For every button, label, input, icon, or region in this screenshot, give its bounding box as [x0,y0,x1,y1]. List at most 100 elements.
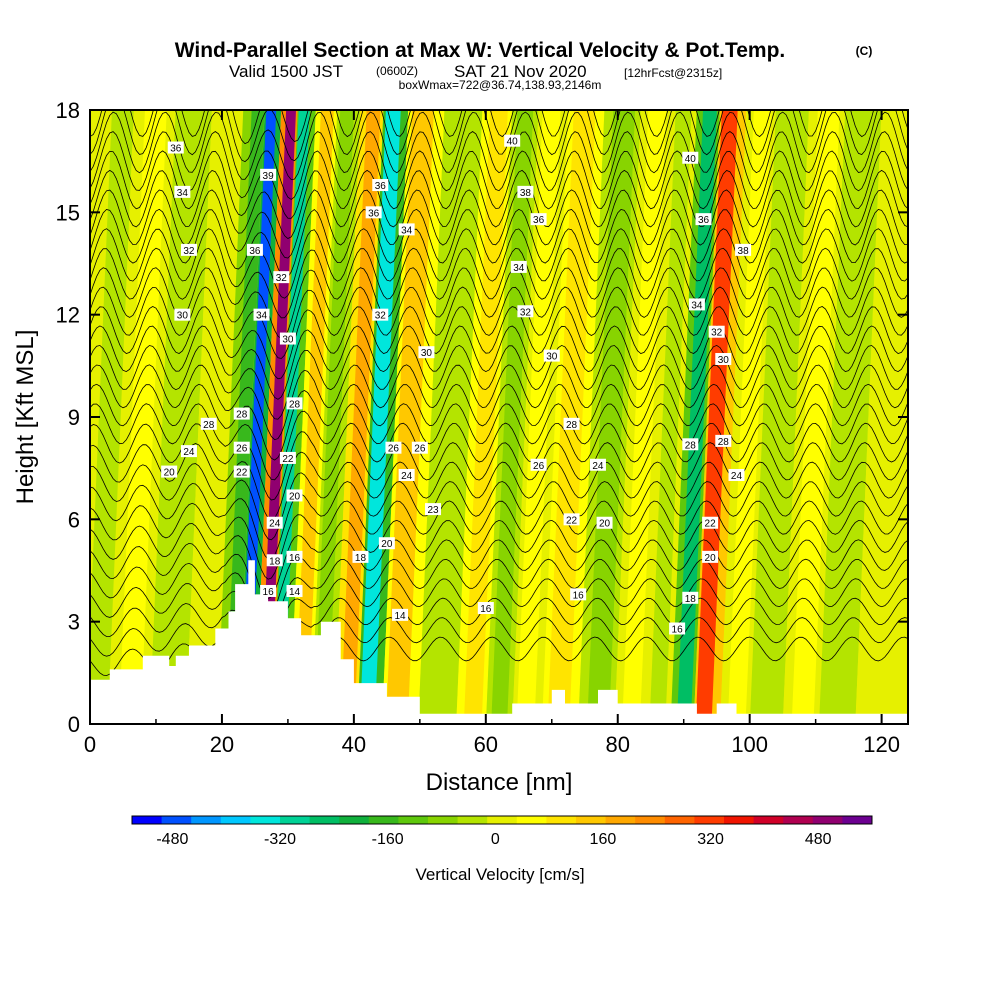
theta-contour [90,306,908,380]
theta-contour [90,364,908,441]
contour-label: 26 [530,458,547,472]
contour-label: 16 [260,584,277,598]
theta-contour [90,169,908,239]
contour-label: 38 [517,185,534,199]
svg-text:34: 34 [691,300,703,311]
contour-label: 39 [260,168,277,182]
svg-text:32: 32 [276,273,288,284]
svg-text:38: 38 [520,188,532,199]
colorbar-swatch [132,816,163,824]
contour-labels: 36 34 32 30 28 24 20 22 26 28 36 34 39 32 30 28 22 20 24 18… [161,134,752,635]
contour-label: 36 [167,141,184,155]
colorbar-swatch [516,816,547,824]
svg-text:28: 28 [718,437,730,448]
svg-text:16: 16 [480,604,492,615]
svg-text:24: 24 [592,461,604,472]
svg-text:16: 16 [573,590,585,601]
svg-text:36: 36 [249,246,261,257]
velocity-band-core [863,110,908,724]
y-tick-label: 18 [56,98,80,123]
theta-contour [90,267,908,339]
velocity-band-core [118,110,167,724]
contour-label: 32 [180,243,197,257]
velocity-band-core [385,110,434,724]
svg-text:20: 20 [705,553,717,564]
colorbar-swatch [753,816,784,824]
contour-label: 38 [735,243,752,257]
svg-text:34: 34 [256,311,268,322]
svg-text:16: 16 [672,624,684,635]
svg-text:20: 20 [599,519,611,530]
theta-contour [90,208,908,279]
contour-label: 24 [398,468,415,482]
contour-label: 36 [530,213,547,226]
contour-label: 36 [365,206,382,219]
velocity-band-core [791,110,840,724]
x-tick-label: 0 [84,732,96,757]
theta-contour [90,558,908,638]
terrain-profile [90,560,908,724]
contour-label: 30 [715,353,732,366]
velocity-band-core [695,110,738,724]
contour-label: 28 [233,407,250,421]
contour-label: 20 [596,516,613,530]
svg-text:22: 22 [705,519,717,530]
contour-label: 30 [418,346,435,359]
colorbar-swatch [220,816,251,824]
theta-contour [90,286,908,359]
theta-contour [90,539,908,619]
colorbar [131,815,873,825]
y-tick-label: 0 [68,712,80,737]
colorbar-tick-label: -160 [372,831,404,848]
colorbar-swatch [664,816,695,824]
contour-label: 24 [266,516,283,530]
contour-label: 20 [702,550,719,564]
svg-text:24: 24 [401,471,413,482]
velocity-band-core [294,110,334,724]
colorbar-tick-label: 0 [491,831,500,848]
colorbar-label: Vertical Velocity [cm/s] [415,865,584,884]
velocity-band-core [516,110,561,724]
contour-label: 30 [543,349,560,363]
contour-label: 32 [517,305,534,318]
colorbar-swatch [724,816,755,824]
contour-label: 22 [233,465,250,479]
contour-label: 28 [715,434,732,448]
svg-text:28: 28 [236,410,248,421]
colorbar-swatch [546,816,577,824]
svg-text:18: 18 [355,553,367,564]
velocity-band-core [649,110,692,724]
theta-contour [90,500,908,580]
colorbar-swatch [812,816,843,824]
contour-label: 34 [398,223,415,236]
svg-text:14: 14 [289,587,301,598]
contour-label: 32 [372,308,389,322]
contour-label: 16 [286,550,303,564]
velocity-band-core [727,110,772,724]
y-tick-label: 9 [68,405,80,430]
svg-text:38: 38 [738,246,750,257]
x-axis-label: Distance [nm] [426,769,573,796]
valid-line: Valid 1500 JST (0600Z) SAT 21 Nov 2020 [… [229,62,722,81]
valid-date: SAT 21 Nov 2020 [454,62,587,81]
velocity-band-core [824,110,873,724]
colorbar-swatch [161,816,192,824]
theta-contour [90,383,908,461]
svg-text:32: 32 [520,307,532,318]
contour-label: 34 [510,260,527,274]
contour-label: 18 [682,591,699,605]
svg-text:20: 20 [164,468,176,479]
svg-text:30: 30 [177,311,189,322]
velocity-band-core [676,110,717,724]
colorbar-ticks: -480 -320 -160 0 160 320 480 [156,831,831,848]
contour-label: 40 [504,134,521,148]
contour-label: 22 [279,451,296,465]
svg-text:28: 28 [289,399,301,410]
contour-label: 16 [570,588,587,601]
y-tick-label: 3 [68,610,80,635]
theta-contour [90,131,908,200]
contour-label: 36 [246,243,263,257]
svg-text:18: 18 [269,556,281,567]
svg-text:28: 28 [685,440,697,451]
